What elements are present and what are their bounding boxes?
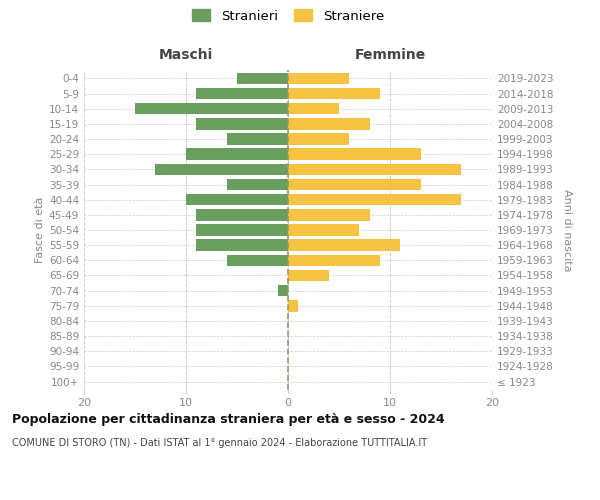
Bar	[288, 194, 461, 205]
Text: Popolazione per cittadinanza straniera per età e sesso - 2024: Popolazione per cittadinanza straniera p…	[12, 412, 445, 426]
Bar	[288, 88, 380, 99]
Bar	[196, 224, 288, 235]
Bar	[196, 118, 288, 130]
Y-axis label: Anni di nascita: Anni di nascita	[562, 188, 572, 271]
Legend: Stranieri, Straniere: Stranieri, Straniere	[192, 9, 384, 22]
Bar	[288, 224, 359, 235]
Bar	[288, 240, 400, 251]
Bar	[288, 103, 339, 115]
Bar	[288, 118, 370, 130]
Bar	[288, 254, 380, 266]
Bar	[288, 148, 421, 160]
Bar	[227, 254, 288, 266]
Y-axis label: Fasce di età: Fasce di età	[35, 197, 45, 263]
Text: COMUNE DI STORO (TN) - Dati ISTAT al 1° gennaio 2024 - Elaborazione TUTTITALIA.I: COMUNE DI STORO (TN) - Dati ISTAT al 1° …	[12, 438, 427, 448]
Bar	[288, 164, 461, 175]
Bar	[155, 164, 288, 175]
Bar	[288, 179, 421, 190]
Bar	[196, 209, 288, 220]
Bar	[135, 103, 288, 115]
Bar	[288, 134, 349, 144]
Bar	[227, 134, 288, 144]
Bar	[288, 209, 370, 220]
Text: Maschi: Maschi	[159, 48, 213, 62]
Bar	[288, 300, 298, 312]
Bar	[196, 88, 288, 99]
Bar	[288, 270, 329, 281]
Bar	[288, 72, 349, 84]
Bar	[278, 285, 288, 296]
Text: Femmine: Femmine	[355, 48, 425, 62]
Bar	[237, 72, 288, 84]
Bar	[186, 148, 288, 160]
Bar	[196, 240, 288, 251]
Bar	[227, 179, 288, 190]
Bar	[186, 194, 288, 205]
